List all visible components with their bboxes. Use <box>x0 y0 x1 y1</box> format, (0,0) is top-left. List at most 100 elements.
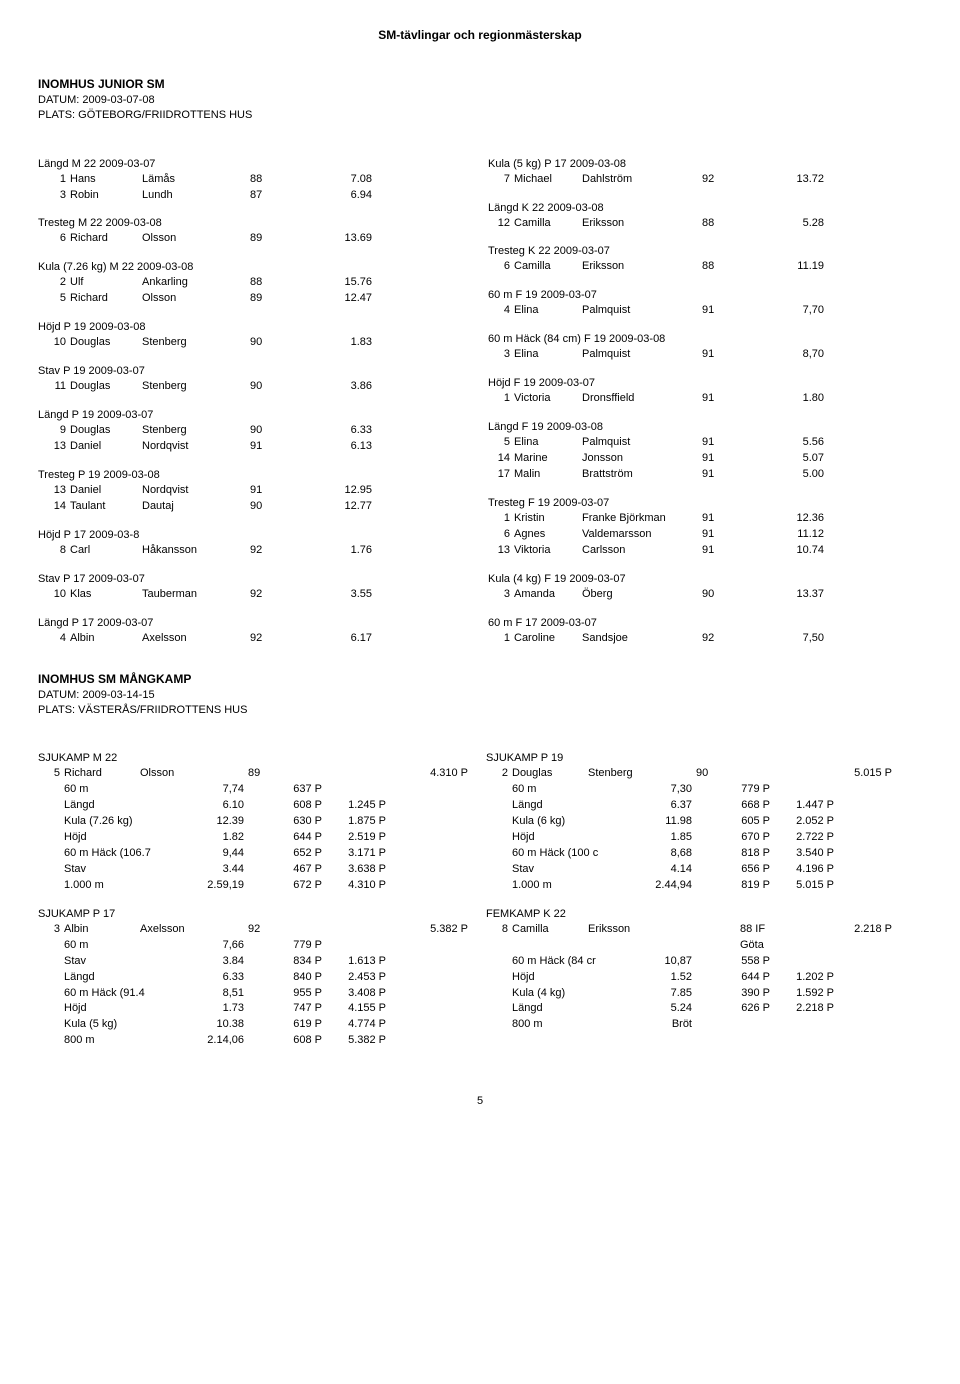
event-title: Höjd F 19 2009-03-07 <box>488 377 894 389</box>
total-points: 5.382 P <box>342 922 468 938</box>
last-name: Nordqvist <box>142 439 250 455</box>
event-name: 60 m Häck (106.7 <box>64 846 172 862</box>
cumulative-points <box>328 938 386 954</box>
first-name: Richard <box>64 766 140 782</box>
event-points: 834 P <box>264 954 328 970</box>
birth-year: 88 <box>250 172 298 188</box>
result-row: 3AmandaÖberg9013.37 <box>488 587 894 603</box>
event-name: 60 m Häck (84 cr <box>512 954 620 970</box>
place: 17 <box>488 467 514 483</box>
event-title: Kula (5 kg) P 17 2009-03-08 <box>488 158 894 170</box>
event-title: Tresteg K 22 2009-03-07 <box>488 245 894 257</box>
event-value: 8,51 <box>172 986 264 1002</box>
first-name: Caroline <box>514 631 582 647</box>
event-points: 467 P <box>264 862 328 878</box>
club <box>292 922 342 938</box>
page-title: SM-tävlingar och regionmästerskap <box>38 28 922 42</box>
event-points: 818 P <box>712 846 776 862</box>
event-name: Stav <box>512 862 620 878</box>
mark: 15.76 <box>298 275 372 291</box>
last-name: Eriksson <box>588 922 696 954</box>
hep-event-row: 60 m7,30779 P <box>486 782 892 798</box>
first-name: Douglas <box>70 379 142 395</box>
athlete-row: 3AlbinAxelsson925.382 P <box>38 922 468 938</box>
cumulative-points: 1.613 P <box>328 954 386 970</box>
section2-left-column: SJUKAMP M 225RichardOlsson894.310 P60 m7… <box>38 738 468 1049</box>
hep-event-row: 60 m Häck (100 c8,68818 P3.540 P <box>486 846 892 862</box>
last-name: Stenberg <box>142 335 250 351</box>
cumulative-points: 3.171 P <box>328 846 386 862</box>
birth-year: 91 <box>702 391 750 407</box>
event-points: 619 P <box>264 1017 328 1033</box>
place: 3 <box>38 922 64 938</box>
result-row: 4AlbinAxelsson926.17 <box>38 631 468 647</box>
mark: 5.07 <box>750 451 824 467</box>
hep-event-row: Höjd1.85670 P2.722 P <box>486 830 892 846</box>
event-title: 60 m Häck (84 cm) F 19 2009-03-08 <box>488 333 894 345</box>
birth-year: 89 <box>250 231 298 247</box>
place: 2 <box>38 275 70 291</box>
total-points: 2.218 P <box>790 922 892 954</box>
place: 4 <box>38 631 70 647</box>
section1-right-column: Kula (5 kg) P 17 2009-03-087MichaelDahls… <box>488 144 894 647</box>
birth-year: 91 <box>702 467 750 483</box>
cumulative-points <box>328 782 386 798</box>
section2-right-column: SJUKAMP P 192DouglasStenberg905.015 P60 … <box>486 738 892 1049</box>
section2-columns: SJUKAMP M 225RichardOlsson894.310 P60 m7… <box>38 738 922 1049</box>
first-name: Camilla <box>514 216 582 232</box>
event-name: 60 m <box>64 938 172 954</box>
mark: 7,70 <box>750 303 824 319</box>
event-name: Kula (4 kg) <box>512 986 620 1002</box>
mark: 12.47 <box>298 291 372 307</box>
event-name: Höjd <box>512 970 620 986</box>
section-inomhus-sm-mangkamp: INOMHUS SM MÅNGKAMP DATUM: 2009-03-14-15… <box>38 671 922 719</box>
event-value: 1.73 <box>172 1001 264 1017</box>
birth-year: 87 <box>250 188 298 204</box>
event-title: Tresteg F 19 2009-03-07 <box>488 497 894 509</box>
event-value: 1.52 <box>620 970 712 986</box>
last-name: Olsson <box>140 766 248 782</box>
event-value: 2.44,94 <box>620 878 712 894</box>
birth-year: 92 <box>250 543 298 559</box>
cumulative-points: 5.382 P <box>328 1033 386 1049</box>
mark: 11.12 <box>750 527 824 543</box>
mark: 5.28 <box>750 216 824 232</box>
birth-year: 91 <box>702 527 750 543</box>
event-value: 6.37 <box>620 798 712 814</box>
cumulative-points: 1.592 P <box>776 986 834 1002</box>
cumulative-points: 1.875 P <box>328 814 386 830</box>
place: 5 <box>38 766 64 782</box>
result-row: 6RichardOlsson8913.69 <box>38 231 468 247</box>
first-name: Daniel <box>70 483 142 499</box>
hep-event-row: Längd6.10608 P1.245 P <box>38 798 468 814</box>
result-row: 14MarineJonsson915.07 <box>488 451 894 467</box>
last-name: Stenberg <box>142 379 250 395</box>
first-name: Agnes <box>514 527 582 543</box>
event-value: 5.24 <box>620 1001 712 1017</box>
section1-columns: Längd M 22 2009-03-071HansLämås887.083Ro… <box>38 144 922 647</box>
first-name: Richard <box>70 291 142 307</box>
cumulative-points <box>776 782 834 798</box>
birth-year: 91 <box>702 451 750 467</box>
event-name: 800 m <box>64 1033 172 1049</box>
event-points: 670 P <box>712 830 776 846</box>
event-value: 4.14 <box>620 862 712 878</box>
event-title: Kula (4 kg) F 19 2009-03-07 <box>488 573 894 585</box>
cumulative-points: 2.519 P <box>328 830 386 846</box>
event-title: Höjd P 17 2009-03-8 <box>38 529 468 541</box>
mark: 12.95 <box>298 483 372 499</box>
mark: 6.33 <box>298 423 372 439</box>
cumulative-points: 2.722 P <box>776 830 834 846</box>
section1-venue: PLATS: GÖTEBORG/FRIIDROTTENS HUS <box>38 108 922 123</box>
hep-event-row: 800 mBröt <box>486 1017 892 1033</box>
page-number: 5 <box>38 1095 922 1107</box>
section1-left-column: Längd M 22 2009-03-071HansLämås887.083Ro… <box>38 144 468 647</box>
hep-event-row: Kula (6 kg)11.98605 P2.052 P <box>486 814 892 830</box>
event-name: Stav <box>64 954 172 970</box>
place: 6 <box>38 231 70 247</box>
birth-year: 92 <box>250 587 298 603</box>
event-title: Höjd P 19 2009-03-08 <box>38 321 468 333</box>
total-points: 4.310 P <box>342 766 468 782</box>
event-points: 779 P <box>264 938 328 954</box>
mark: 13.69 <box>298 231 372 247</box>
